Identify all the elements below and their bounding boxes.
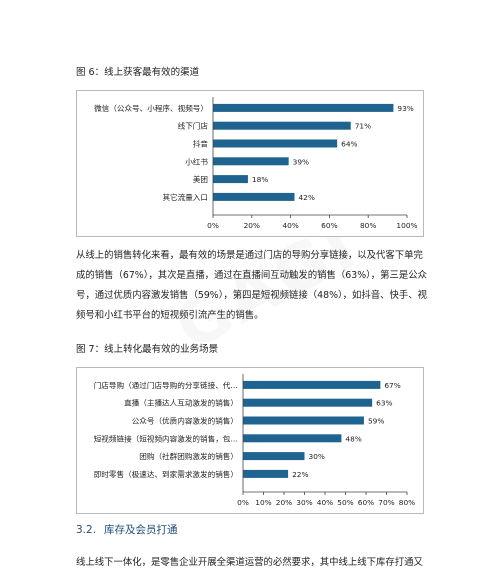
figure-7-caption: 图 7：线上转化最有效的业务场景 — [76, 344, 219, 355]
category-label: 小红书 — [185, 156, 208, 166]
category-label: 公众号（优质内容激发的销售） — [132, 416, 238, 426]
value-label: 18% — [252, 175, 268, 184]
value-label: 71% — [355, 122, 371, 131]
value-label: 39% — [293, 157, 309, 166]
x-tick-label: 30% — [296, 498, 312, 507]
x-tick-label: 0% — [237, 498, 249, 507]
value-label: 93% — [397, 104, 413, 113]
category-label: 门店导购（通过门店导购的分享链接、代… — [94, 380, 238, 390]
value-label: 42% — [298, 193, 314, 202]
category-label: 短视频链接（短视频内容激发的销售，包… — [94, 433, 238, 443]
bar — [243, 452, 305, 461]
x-tick-label: 60% — [358, 498, 374, 507]
category-label: 直播（主播达人互动激发的销售） — [124, 398, 238, 408]
x-tick-label: 80% — [399, 498, 415, 507]
x-tick-label: 60% — [321, 221, 337, 230]
category-label: 其它流量入口 — [162, 192, 208, 202]
figure-6-caption: 图 6：线上获客最有效的渠道 — [76, 67, 200, 78]
x-tick-label: 40% — [282, 221, 298, 230]
x-tick-label: 20% — [276, 498, 292, 507]
paragraph-line: 从线上的销售转化来看，最有效的场景是通过门店的导购分享链接，以及代客下单完 — [76, 250, 423, 261]
section-number: 3.2. — [76, 524, 97, 536]
x-tick-label: 10% — [255, 498, 271, 507]
section-title-text: 库存及会员打通 — [104, 524, 178, 536]
bar — [213, 139, 338, 148]
bar — [213, 103, 394, 112]
x-tick-label: 100% — [396, 221, 417, 230]
figure-7-chart: 门店导购（通过门店导购的分享链接、代… 67% 直播（主播达人互动激发的销售） 63%… — [76, 367, 424, 514]
bar — [243, 380, 381, 389]
body-paragraph: 从线上的销售转化来看，最有效的场景是通过门店的导购分享链接，以及代客下单完 成的… — [76, 246, 428, 326]
x-tick-label: 0% — [207, 221, 219, 230]
x-tick-label: 70% — [378, 498, 394, 507]
category-label: 美团 — [193, 174, 208, 184]
category-label: 抖音 — [193, 139, 209, 149]
bar — [243, 416, 364, 425]
trailing-paragraph-line: 线上线下一体化，是零售企业开展全渠道运营的必然要求，其中线上线下库存打通又 — [76, 557, 423, 568]
section-heading: 3.2. 库存及会员打通 — [76, 522, 178, 537]
bar — [243, 398, 373, 407]
value-label: 59% — [368, 417, 384, 426]
bar — [213, 121, 351, 130]
value-label: 30% — [309, 452, 325, 461]
category-label: 团购（社群团购激发的销售） — [139, 451, 238, 461]
category-label: 微信（公众号、小程序、视频号） — [94, 103, 208, 113]
bar — [213, 157, 289, 166]
figure-6-svg: 微信（公众号、小程序、视频号） 93% 线下门店 71% 抖音 64% 小红书 39% 美团 18… — [94, 97, 418, 230]
paragraph-line: 频号和小红书平台的短视频引流产生的销售。 — [76, 310, 264, 321]
value-label: 63% — [376, 399, 392, 408]
paragraph-line: 成的销售（67%），其次是直播，通过在直播间互动触发的销售（63%），第三是公众 — [76, 270, 428, 281]
x-tick-label: 80% — [360, 221, 376, 230]
bar — [213, 192, 295, 201]
value-label: 64% — [341, 140, 357, 149]
bar — [243, 434, 342, 443]
paragraph-line: 号，通过优质内容激发销售（59%），第四是短视频链接（48%），如抖音、快手、视 — [76, 290, 428, 301]
bar — [243, 469, 289, 478]
figure-6-chart: 微信（公众号、小程序、视频号） 93% 线下门店 71% 抖音 64% 小红书 39% 美团 18… — [76, 90, 424, 237]
figure-7-svg: 门店导购（通过门店导购的分享链接、代… 67% 直播（主播达人互动激发的销售） 63%… — [94, 374, 415, 507]
category-label: 即时零售（极速达、到家需求激发的销售） — [94, 469, 238, 479]
category-label: 线下门店 — [178, 121, 209, 131]
value-label: 22% — [292, 470, 308, 479]
value-label: 48% — [345, 434, 361, 443]
x-tick-label: 20% — [244, 221, 260, 230]
x-tick-label: 40% — [317, 498, 333, 507]
bar — [213, 175, 248, 184]
value-label: 67% — [384, 381, 400, 390]
x-tick-label: 50% — [337, 498, 353, 507]
